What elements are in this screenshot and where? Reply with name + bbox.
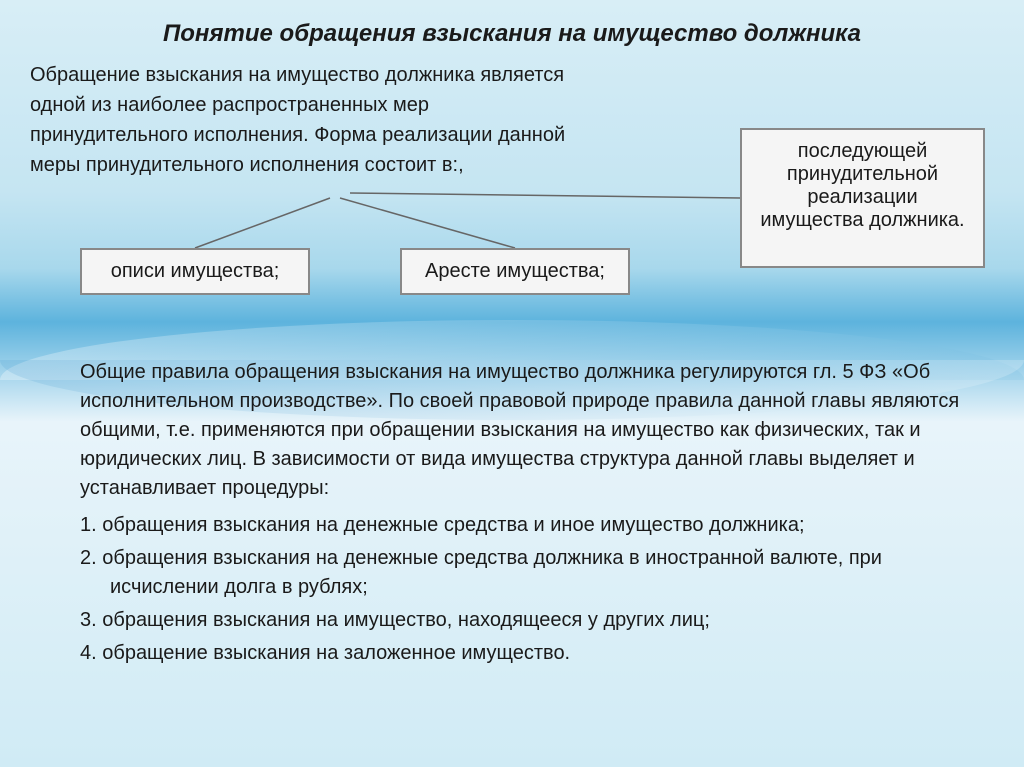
main-paragraph: Общие правила обращения взыскания на иму… <box>30 358 994 503</box>
diagram-box: последующей принудительной реализации им… <box>740 128 985 268</box>
list-item: 1. обращения взыскания на денежные средс… <box>30 511 994 540</box>
slide-title: Понятие обращения взыскания на имущество… <box>30 20 994 48</box>
procedures-list: 1. обращения взыскания на денежные средс… <box>30 511 994 668</box>
list-item: 3. обращения взыскания на имущество, нах… <box>30 606 994 635</box>
diagram-box: Аресте имущества; <box>400 248 630 295</box>
intro-paragraph: Обращение взыскания на имущество должник… <box>30 60 590 180</box>
slide-content: Понятие обращения взыскания на имущество… <box>0 0 1024 692</box>
diagram-box: описи имущества; <box>80 248 310 295</box>
list-item: 4. обращение взыскания на заложенное иму… <box>30 639 994 668</box>
list-item: 2. обращения взыскания на денежные средс… <box>30 544 994 602</box>
diagram-area: описи имущества;Аресте имущества;последу… <box>30 188 994 338</box>
